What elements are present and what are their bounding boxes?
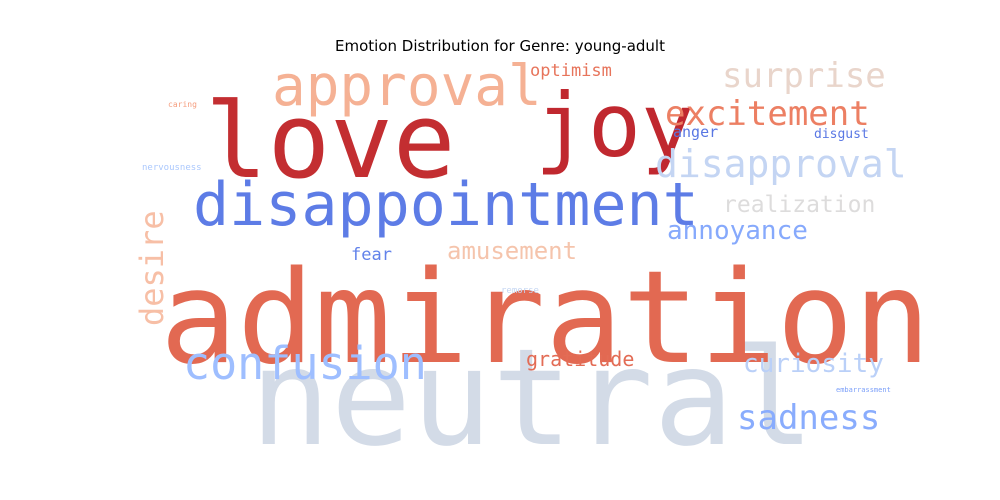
word-realization: realization (723, 192, 875, 218)
word-amusement: amusement (447, 237, 577, 265)
word-disgust: disgust (814, 127, 869, 142)
word-neutral: neutral (250, 320, 815, 476)
word-desire: desire (133, 210, 171, 326)
word-joy: joy (535, 74, 694, 177)
word-surprise: surprise (722, 56, 886, 96)
word-fear: fear (351, 245, 392, 265)
word-excitement: excitement (665, 94, 870, 134)
chart-title: Emotion Distribution for Genre: young-ad… (335, 37, 665, 55)
word-admiration: admiration (160, 244, 931, 393)
word-gratitude: gratitude (526, 347, 634, 371)
word-curiosity: curiosity (743, 349, 884, 379)
word-love: love (205, 80, 455, 202)
word-approval: approval (272, 54, 542, 119)
word-disapproval: disapproval (655, 142, 907, 186)
word-annoyance: annoyance (667, 216, 808, 246)
word-embarrassment: embarrassment (836, 386, 891, 394)
word-anger: anger (673, 123, 718, 141)
word-confusion: confusion (183, 337, 427, 390)
word-nervousness: nervousness (142, 163, 202, 173)
word-optimism: optimism (530, 61, 612, 81)
word-remorse: remorse (501, 286, 539, 296)
word-disappointment: disappointment (193, 170, 699, 240)
word-caring: caring (168, 100, 197, 109)
word-sadness: sadness (737, 398, 880, 438)
